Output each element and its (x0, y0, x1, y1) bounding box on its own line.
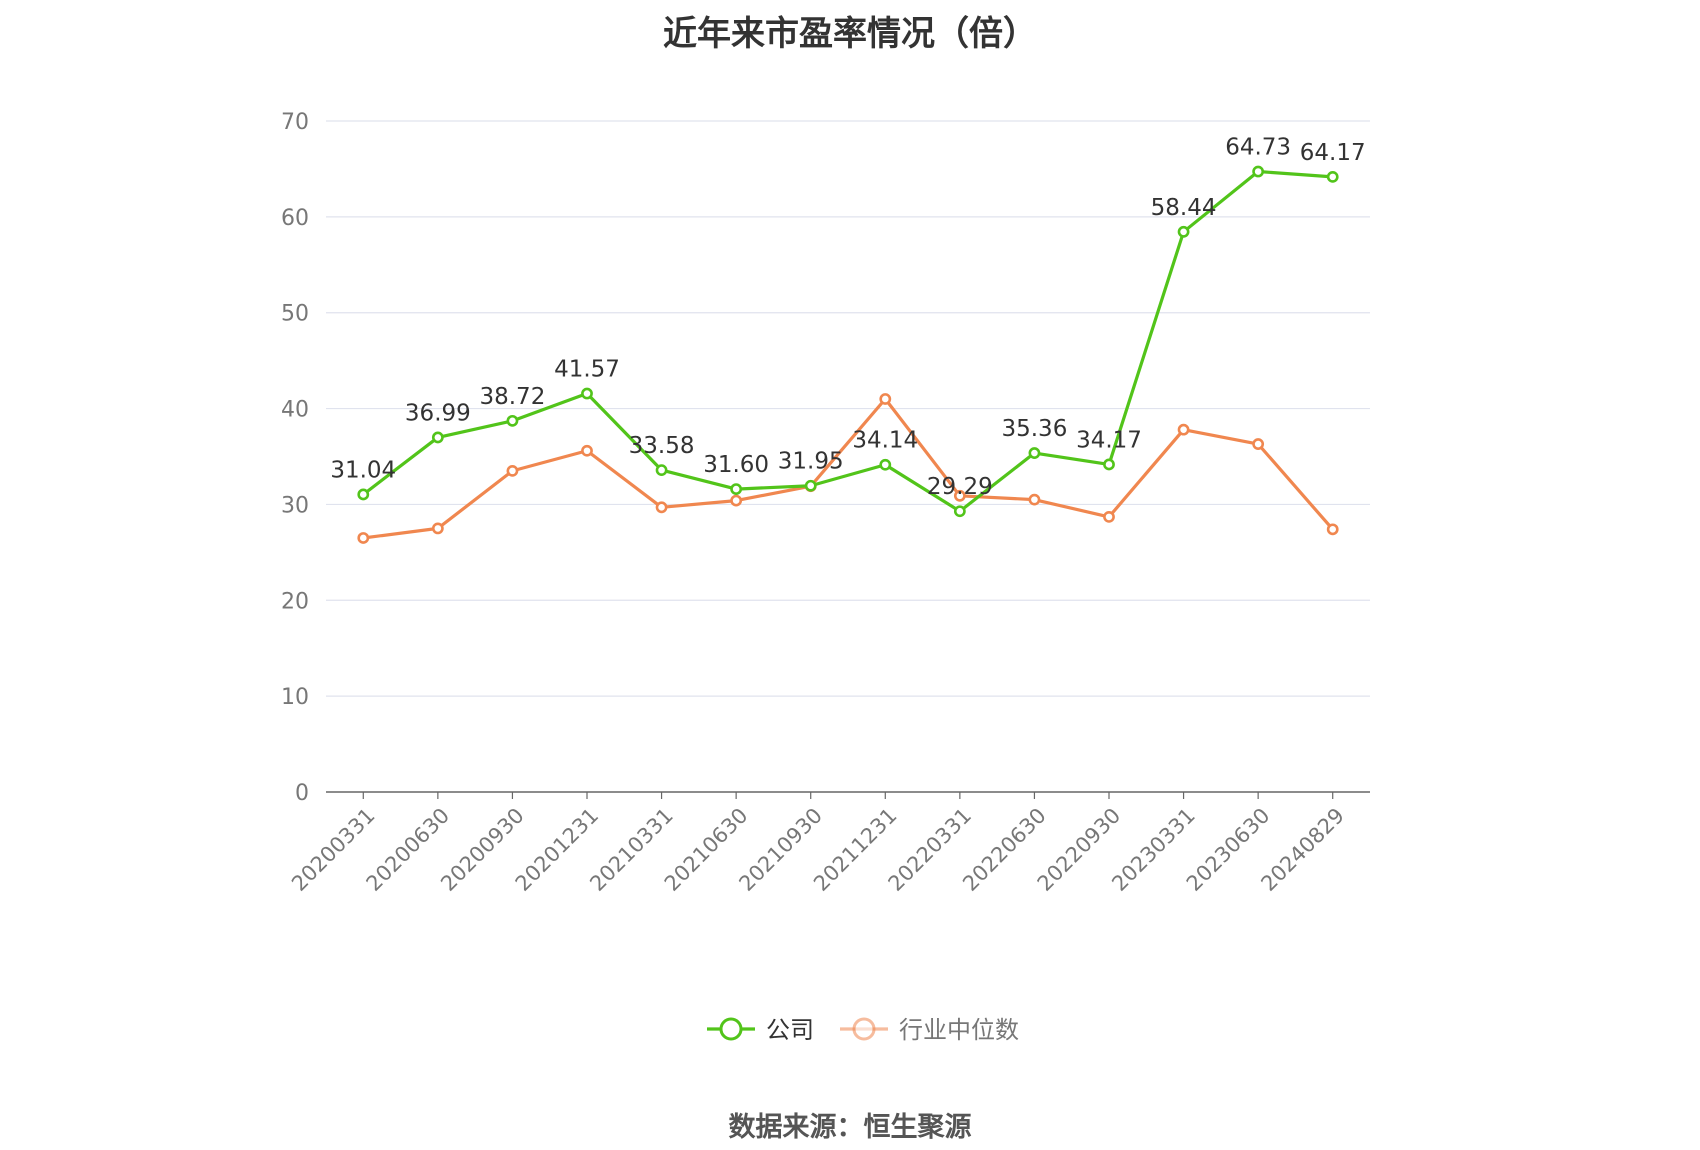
y-tick-label: 30 (281, 493, 309, 518)
data-point (506, 414, 519, 427)
legend-marker (852, 1017, 876, 1041)
data-label: 31.60 (703, 452, 769, 478)
data-point (357, 488, 370, 501)
data-point (1103, 458, 1115, 471)
legend-item-1[interactable]: 行业中位数 (840, 1016, 1019, 1044)
data-label: 64.17 (1300, 140, 1366, 166)
data-label: 35.36 (1001, 416, 1067, 442)
data-label: 33.58 (629, 433, 695, 459)
chart-title: 近年来市盈率情况（倍） (663, 14, 1037, 54)
data-point (581, 444, 593, 457)
y-tick-label: 0 (295, 781, 309, 806)
data-point (1326, 170, 1339, 183)
data-label: 29.29 (927, 474, 993, 500)
data-point (506, 464, 519, 477)
data-point (431, 522, 444, 535)
data-point (730, 494, 743, 507)
data-point (879, 393, 892, 405)
data-point (1103, 510, 1115, 523)
data-point (357, 532, 370, 544)
data-label: 34.14 (852, 428, 918, 454)
data-point (1252, 438, 1265, 450)
data-point (1177, 423, 1190, 436)
data-point (581, 387, 593, 400)
data-label: 58.44 (1151, 195, 1217, 221)
data-label: 41.57 (554, 357, 620, 383)
data-point (953, 489, 966, 502)
data-point (655, 464, 668, 477)
data-point (879, 458, 892, 471)
data-point (953, 505, 966, 518)
series-line-0 (362, 169, 1333, 513)
data-label: 38.72 (479, 384, 545, 410)
data-label: 31.95 (778, 449, 844, 475)
legend-label: 公司 (766, 1016, 814, 1044)
data-label: 34.17 (1076, 427, 1142, 453)
y-tick-label: 40 (281, 398, 309, 423)
data-point (431, 431, 444, 444)
data-label: 36.99 (405, 400, 471, 426)
data-point (655, 501, 668, 514)
data-point (1028, 493, 1041, 506)
y-tick-label: 50 (281, 302, 309, 327)
legend-label: 行业中位数 (899, 1016, 1019, 1044)
series-line-1 (363, 397, 1334, 540)
data-point (1252, 165, 1265, 178)
y-tick-label: 70 (281, 110, 309, 135)
data-point (1028, 447, 1041, 459)
y-tick-label: 20 (281, 589, 309, 614)
data-point (1326, 523, 1339, 536)
y-tick-label: 10 (281, 685, 309, 710)
data-point (804, 479, 817, 492)
y-tick-label: 60 (281, 206, 309, 231)
legend-marker (719, 1017, 743, 1041)
data-point (730, 483, 743, 495)
data-label: 64.73 (1225, 135, 1291, 161)
data-label: 31.04 (330, 457, 396, 483)
legend-item-0[interactable]: 公司 (707, 1016, 814, 1044)
data-point (1177, 225, 1190, 238)
data-source: 数据来源：恒生聚源 (728, 1112, 972, 1143)
